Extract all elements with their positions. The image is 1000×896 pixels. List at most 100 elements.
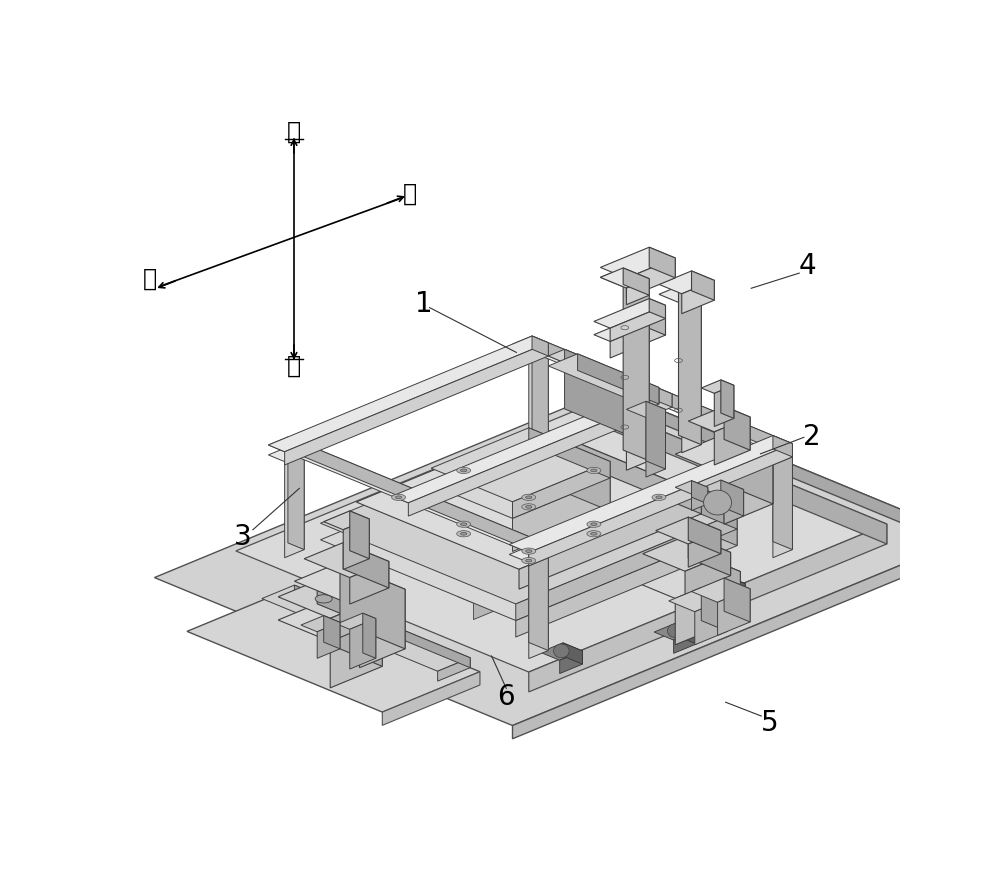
Ellipse shape <box>526 496 532 499</box>
Polygon shape <box>654 623 696 640</box>
Circle shape <box>668 624 683 638</box>
Polygon shape <box>278 581 369 618</box>
Polygon shape <box>509 547 548 563</box>
Polygon shape <box>682 280 714 314</box>
Polygon shape <box>519 494 701 590</box>
Polygon shape <box>330 599 382 667</box>
Polygon shape <box>301 616 340 632</box>
Polygon shape <box>594 312 665 341</box>
Polygon shape <box>626 279 649 305</box>
Ellipse shape <box>522 548 536 555</box>
Polygon shape <box>285 343 548 465</box>
Polygon shape <box>714 417 750 465</box>
Circle shape <box>716 577 732 590</box>
Polygon shape <box>688 530 721 567</box>
Polygon shape <box>320 432 737 604</box>
Polygon shape <box>473 512 695 619</box>
Polygon shape <box>532 336 792 457</box>
Polygon shape <box>317 581 369 625</box>
Polygon shape <box>268 336 548 452</box>
Text: 上: 上 <box>287 120 301 143</box>
Polygon shape <box>574 461 591 485</box>
Polygon shape <box>320 448 737 621</box>
Polygon shape <box>649 312 665 335</box>
Ellipse shape <box>526 550 532 553</box>
Polygon shape <box>682 296 701 452</box>
Polygon shape <box>529 444 610 511</box>
Polygon shape <box>630 387 659 416</box>
Polygon shape <box>578 354 659 404</box>
Polygon shape <box>623 268 649 296</box>
Polygon shape <box>350 562 389 604</box>
Polygon shape <box>610 319 665 358</box>
Polygon shape <box>542 448 737 546</box>
Polygon shape <box>659 271 714 294</box>
Polygon shape <box>529 547 548 650</box>
Ellipse shape <box>522 495 536 501</box>
Ellipse shape <box>526 559 532 562</box>
Polygon shape <box>512 478 610 551</box>
Polygon shape <box>630 383 646 449</box>
Polygon shape <box>498 481 517 503</box>
Polygon shape <box>512 538 968 739</box>
Polygon shape <box>773 445 792 549</box>
Polygon shape <box>695 599 727 645</box>
Circle shape <box>704 490 732 515</box>
Polygon shape <box>363 613 376 659</box>
Polygon shape <box>610 306 665 341</box>
Polygon shape <box>529 555 548 659</box>
Polygon shape <box>594 403 887 544</box>
Polygon shape <box>548 354 659 400</box>
Polygon shape <box>330 602 369 642</box>
Polygon shape <box>675 572 740 645</box>
Polygon shape <box>317 623 340 659</box>
Polygon shape <box>509 435 792 553</box>
Polygon shape <box>516 529 737 637</box>
Polygon shape <box>285 453 304 557</box>
Polygon shape <box>724 434 773 504</box>
Polygon shape <box>685 553 731 594</box>
Polygon shape <box>324 616 340 649</box>
Polygon shape <box>692 487 708 511</box>
Polygon shape <box>529 545 548 566</box>
Polygon shape <box>532 336 548 356</box>
Text: 1: 1 <box>415 290 432 318</box>
Text: 2: 2 <box>803 423 820 452</box>
Polygon shape <box>674 631 696 653</box>
Ellipse shape <box>461 523 467 526</box>
Polygon shape <box>335 548 355 570</box>
Text: 6: 6 <box>497 684 515 711</box>
Polygon shape <box>688 406 750 432</box>
Polygon shape <box>542 432 737 529</box>
Polygon shape <box>187 591 480 712</box>
Text: 5: 5 <box>761 709 779 737</box>
Ellipse shape <box>591 523 597 526</box>
Polygon shape <box>626 279 649 470</box>
Polygon shape <box>512 461 610 519</box>
Polygon shape <box>548 349 646 390</box>
Polygon shape <box>688 535 731 575</box>
Circle shape <box>326 550 341 564</box>
Polygon shape <box>343 519 369 570</box>
Polygon shape <box>724 454 773 524</box>
Polygon shape <box>337 613 376 629</box>
Polygon shape <box>724 578 750 622</box>
Polygon shape <box>703 575 745 593</box>
Ellipse shape <box>457 521 471 528</box>
Ellipse shape <box>652 495 666 501</box>
Polygon shape <box>154 389 968 726</box>
Ellipse shape <box>591 532 597 535</box>
Polygon shape <box>457 504 695 603</box>
Polygon shape <box>600 268 649 289</box>
Polygon shape <box>236 403 887 672</box>
Polygon shape <box>623 268 649 461</box>
Circle shape <box>554 644 569 658</box>
Polygon shape <box>701 380 734 393</box>
Polygon shape <box>332 556 355 580</box>
Ellipse shape <box>457 468 471 473</box>
Polygon shape <box>646 409 665 477</box>
Ellipse shape <box>522 504 536 510</box>
Polygon shape <box>594 298 665 328</box>
Polygon shape <box>512 346 548 361</box>
Ellipse shape <box>392 495 406 501</box>
